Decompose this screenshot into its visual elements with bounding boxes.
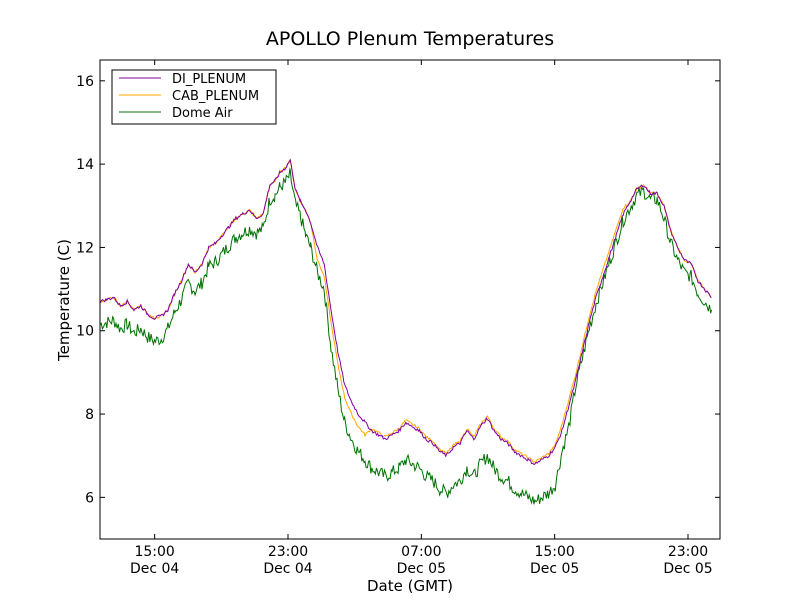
y-tick-label: 14 [76,157,94,173]
x-tick-label-date: Dec 04 [263,561,312,577]
x-axis-label: Date (GMT) [367,577,453,595]
x-tick-label-time: 23:00 [668,544,708,560]
y-tick-label: 8 [85,407,94,423]
x-tick-label-time: 15:00 [134,544,174,560]
y-tick-label: 10 [76,324,94,340]
series-line-dome-air [100,167,712,505]
y-tick-label: 12 [76,240,94,256]
series-line-di-plenum [100,158,712,466]
x-tick-label-date: Dec 04 [130,561,179,577]
x-tick-label-date: Dec 05 [397,561,446,577]
x-tick-label-time: 15:00 [534,544,574,560]
legend-entry: DI_PLENUM [172,72,246,87]
legend-entry: CAB_PLENUM [172,89,259,104]
plot-area [100,158,712,505]
legend: DI_PLENUM CAB_PLENUM Dome Air [111,69,277,125]
y-axis-label: Temperature (C) [55,239,73,362]
plot-frame [99,59,721,540]
legend-entry: Dome Air [172,106,233,121]
chart-title: APOLLO Plenum Temperatures [266,28,554,50]
x-tick-label-date: Dec 05 [663,561,712,577]
legend-box [111,69,277,125]
x-tick-label-date: Dec 05 [530,561,579,577]
x-tick-label-time: 23:00 [268,544,308,560]
x-tick-label-time: 07:00 [401,544,441,560]
y-tick-label: 16 [76,74,94,90]
y-tick-label: 6 [85,490,94,506]
